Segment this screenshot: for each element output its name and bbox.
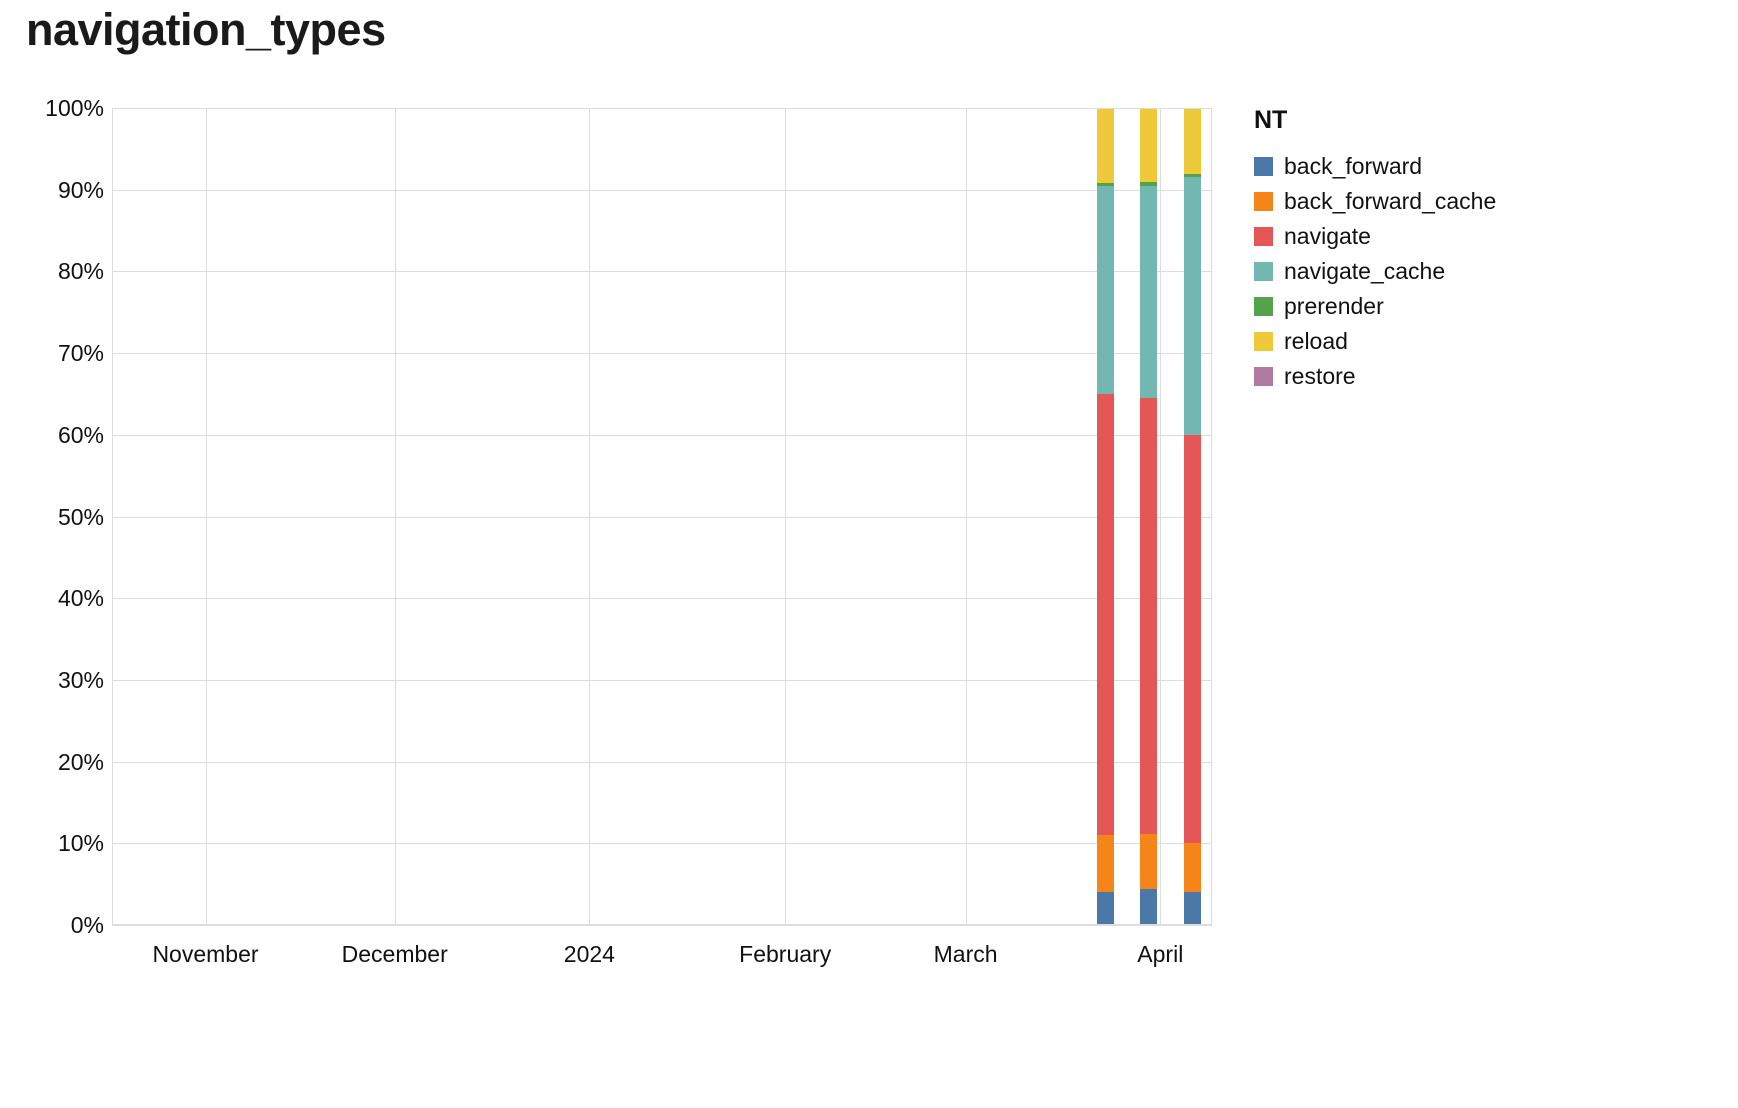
legend-item: back_forward: [1254, 149, 1496, 184]
x-axis-label: March: [933, 941, 998, 967]
legend-swatch-restore: [1254, 367, 1273, 386]
y-axis-label: 50%: [57, 503, 104, 530]
y-axis-label: 30%: [57, 666, 104, 693]
bar-segment-back_forward: [1139, 889, 1157, 925]
stacked-bar: [1183, 108, 1201, 925]
bar-segment-reload: [1183, 108, 1201, 175]
x-axis-label: February: [739, 941, 832, 967]
bar-segment-back_forward: [1096, 892, 1114, 925]
stacked-bar: [1139, 108, 1157, 925]
y-axis-label: 70%: [57, 340, 104, 367]
bar-segment-prerender: [1096, 183, 1114, 187]
legend-item: restore: [1254, 359, 1496, 394]
bar-segment-navigate_cache: [1183, 177, 1201, 435]
bar-segment-back_forward_cache: [1139, 834, 1157, 890]
v-gridline: [965, 108, 967, 925]
v-gridline: [1160, 108, 1162, 925]
legend-swatch-navigate_cache: [1254, 262, 1273, 281]
legend-item-label: restore: [1284, 363, 1356, 389]
v-gridline: [394, 108, 396, 925]
h-gridline: [112, 598, 1212, 600]
y-axis-label: 60%: [57, 421, 104, 448]
legend-item-label: prerender: [1284, 293, 1384, 319]
y-axis-label: 40%: [57, 585, 104, 612]
bar-segment-prerender: [1183, 174, 1201, 178]
legend-swatch-back_forward: [1254, 157, 1273, 176]
legend-item: navigate_cache: [1254, 254, 1496, 289]
h-gridline: [112, 679, 1212, 681]
legend-swatch-back_forward_cache: [1254, 192, 1273, 211]
h-gridline: [112, 434, 1212, 436]
h-gridline: [112, 271, 1212, 273]
y-axis-label: 90%: [57, 176, 104, 203]
legend-item: prerender: [1254, 289, 1496, 324]
stacked-bar: [1096, 108, 1114, 925]
x-axis-label: April: [1137, 941, 1184, 967]
bar-segment-navigate: [1139, 398, 1157, 835]
h-gridline: [112, 108, 1212, 109]
legend-swatch-prerender: [1254, 297, 1273, 316]
bar-segment-back_forward_cache: [1183, 843, 1201, 893]
legend-item: navigate: [1254, 219, 1496, 254]
h-gridline: [112, 189, 1212, 191]
x-axis-label: November: [152, 941, 259, 967]
v-gridline: [205, 108, 207, 925]
legend-item-label: navigate: [1284, 223, 1371, 249]
y-axis-label: 10%: [57, 830, 104, 857]
legend-item: back_forward_cache: [1254, 184, 1496, 219]
bar-segment-navigate_cache: [1096, 186, 1114, 394]
legend-item: reload: [1254, 324, 1496, 359]
legend-item-label: back_forward: [1284, 153, 1423, 179]
h-gridline: [112, 761, 1212, 763]
h-gridline: [112, 843, 1212, 845]
legend-title: NT: [1254, 106, 1288, 134]
legend-item-label: reload: [1284, 328, 1348, 354]
legend-swatch-navigate: [1254, 227, 1273, 246]
bar-segment-reload: [1096, 108, 1114, 184]
legend-items: back_forward back_forward_cache navigate na…: [1254, 149, 1496, 394]
legend-swatch-reload: [1254, 332, 1273, 351]
y-axis-label: 20%: [57, 748, 104, 775]
legend-item-label: navigate_cache: [1284, 258, 1446, 284]
bar-segment-reload: [1139, 108, 1157, 183]
h-gridline: [112, 516, 1212, 518]
bar-segment-back_forward: [1183, 892, 1201, 925]
bar-segment-navigate: [1183, 434, 1201, 844]
legend-item-label: back_forward_cache: [1284, 188, 1497, 214]
bar-segment-back_forward_cache: [1096, 835, 1114, 893]
bar-segment-prerender: [1139, 182, 1157, 186]
bar-segment-navigate_cache: [1139, 185, 1157, 399]
x-axis-label: December: [341, 941, 448, 967]
x-axis-label: 2024: [563, 941, 615, 967]
y-axis-label: 100%: [45, 95, 104, 121]
bar-segment-navigate: [1096, 393, 1114, 836]
y-axis-label: 80%: [57, 258, 104, 285]
y-axis-label: 0%: [70, 912, 104, 938]
v-gridline: [589, 108, 591, 925]
v-gridline: [785, 108, 787, 925]
chart-title: navigation_types: [26, 4, 386, 55]
h-gridline: [112, 353, 1212, 355]
plot-area: [112, 108, 1212, 926]
h-gridline: [112, 925, 1212, 926]
